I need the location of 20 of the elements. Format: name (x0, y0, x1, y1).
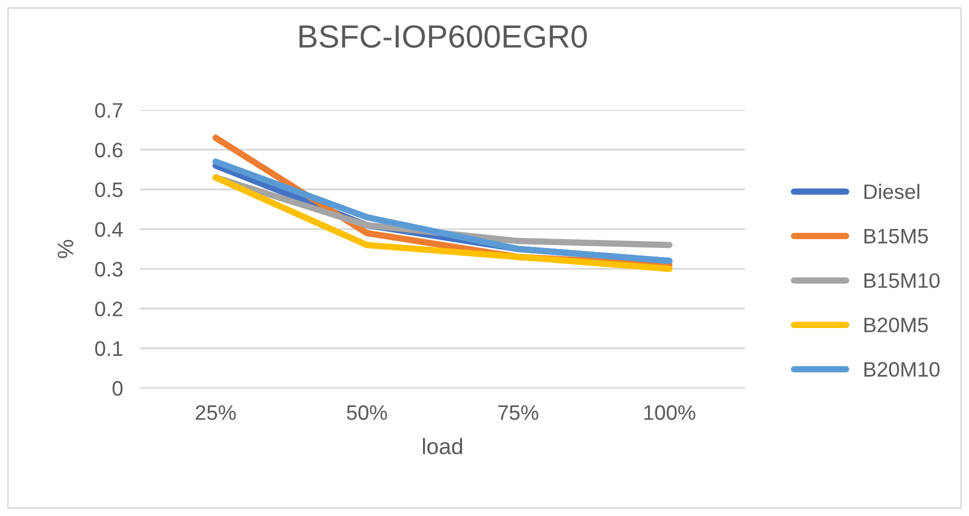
legend-label: B20M5 (864, 318, 928, 332)
legend-label: B15M10 (864, 273, 940, 288)
y-tick-label: 0 (112, 381, 123, 396)
y-tick-label: 0.7 (95, 103, 122, 118)
x-tick-label: 25% (196, 405, 236, 420)
y-tick-label: 0.6 (95, 142, 122, 158)
y-axis-title: % (58, 240, 74, 258)
x-tick-label: 75% (498, 405, 538, 420)
chart-title: BSFC-IOP600EGR0 (300, 25, 587, 48)
y-tick-label: 0.2 (95, 302, 122, 316)
legend-label: B15M5 (864, 228, 928, 244)
y-tick-label: 0.3 (95, 262, 122, 277)
x-axis-title: load (422, 438, 462, 454)
x-tick-label: 50% (346, 405, 387, 420)
legend-label: B20M10 (864, 362, 940, 377)
legend-label: Diesel (864, 184, 920, 200)
y-tick-label: 0.1 (95, 341, 122, 356)
x-tick-label: 100% (644, 405, 696, 420)
y-tick-label: 0.4 (95, 222, 123, 237)
y-tick-label: 0.5 (95, 182, 122, 198)
